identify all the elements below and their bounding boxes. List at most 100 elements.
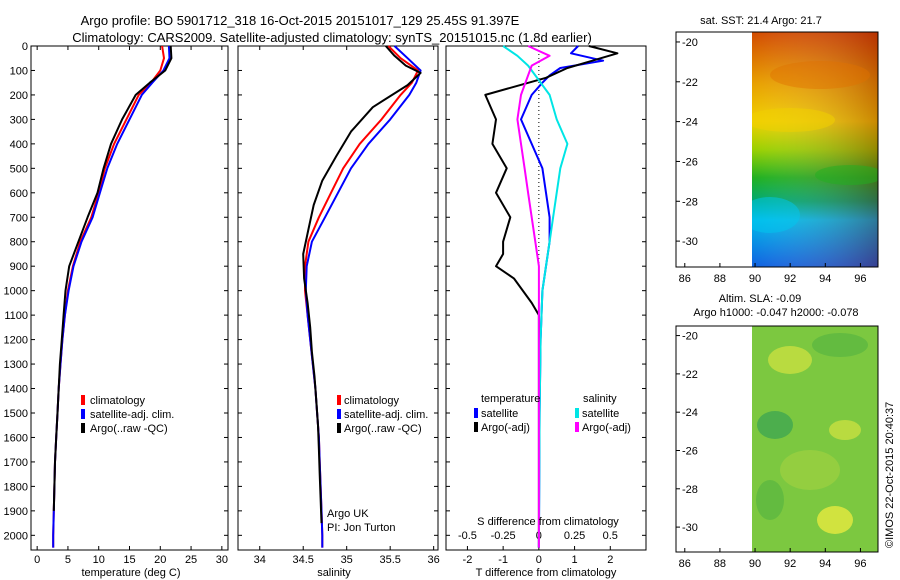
legend-label-argo: Argo(..raw -QC) <box>90 423 168 435</box>
depth-tick-label: 1300 <box>4 359 28 371</box>
series-line <box>502 45 569 548</box>
legend-label-temperature-satellite: satellite <box>481 408 518 420</box>
legend-label-satellite-adj: satellite-adj. clim. <box>90 409 174 421</box>
legend-label-salinity-argo: Argo(-adj) <box>582 422 631 434</box>
latitude-tick-label: -20 <box>682 37 698 49</box>
latitude-tick-label: -30 <box>682 236 698 248</box>
depth-tick-label: 1600 <box>4 432 28 444</box>
longitude-tick-label: 94 <box>819 273 831 285</box>
x-tick-label: 35 <box>341 554 353 566</box>
s-tick-label: -0.25 <box>491 530 516 542</box>
t-tick-label: 1 <box>572 554 578 566</box>
sst-map-axes <box>675 31 879 268</box>
depth-tick-label: 300 <box>10 114 28 126</box>
depth-tick-label: 1000 <box>4 286 28 298</box>
x-tick-label: 36 <box>428 554 440 566</box>
series-line <box>304 45 422 548</box>
legend-label-climatology: climatology <box>90 395 146 407</box>
latitude-tick-label: -26 <box>682 156 698 168</box>
x-tick-label: 30 <box>216 554 228 566</box>
sla-map-axes <box>675 325 879 553</box>
x-tick-label: 34.5 <box>293 554 314 566</box>
t-tick-label: -2 <box>463 554 473 566</box>
depth-tick-label: 200 <box>10 90 28 102</box>
depth-tick-label: 400 <box>10 139 28 151</box>
x-tick-label: 35.5 <box>379 554 400 566</box>
temperature-x-axis-label: temperature (deg C) <box>81 567 180 579</box>
sla-high-patch <box>768 346 812 374</box>
s-tick-label: 0.25 <box>564 530 585 542</box>
depth-tick-label: 1400 <box>4 384 28 396</box>
latitude-tick-label: -30 <box>682 522 698 534</box>
depth-tick-label: 1500 <box>4 408 28 420</box>
sla-low-patch <box>757 411 793 439</box>
legend-marker-argo <box>81 423 85 433</box>
series-line <box>52 45 173 511</box>
depth-tick-label: 1100 <box>4 310 28 322</box>
t-tick-label: 0 <box>536 554 542 566</box>
longitude-tick-label: 90 <box>749 558 761 570</box>
longitude-tick-label: 92 <box>784 273 796 285</box>
salinity-x-axis-label: salinity <box>317 567 351 579</box>
t-tick-label: -1 <box>498 554 508 566</box>
title-line-2: Climatology: CARS2009. Satellite-adjuste… <box>72 30 592 45</box>
legend-heading-temperature: temperature <box>481 393 540 405</box>
latitude-tick-label: -24 <box>682 407 698 419</box>
latitude-tick-label: -22 <box>682 77 698 89</box>
depth-tick-label: 0 <box>22 41 28 53</box>
legend-label-salinity-satellite: satellite <box>582 408 619 420</box>
longitude-tick-label: 88 <box>714 558 726 570</box>
t-tick-label: 2 <box>607 554 613 566</box>
x-tick-label: 25 <box>185 554 197 566</box>
s-tick-label: 0.5 <box>603 530 618 542</box>
difference-axes <box>445 45 647 551</box>
depth-tick-label: 700 <box>10 212 28 224</box>
sla-map-title-line-2: Argo h1000: -0.047 h2000: -0.078 <box>693 307 858 319</box>
legend-marker-salinity-satellite <box>575 408 579 418</box>
legend-marker-temperature-satellite <box>474 408 478 418</box>
sst-warm-patch <box>770 61 870 89</box>
legend-marker-satellite-adj <box>337 409 341 419</box>
longitude-tick-label: 92 <box>784 558 796 570</box>
sla-patch <box>812 333 868 357</box>
depth-tick-label: 600 <box>10 188 28 200</box>
legend-label-climatology: climatology <box>344 395 400 407</box>
depth-tick-label: 500 <box>10 163 28 175</box>
salinity-panel: 34 34.5 35 35.5 36 salinity climatology sate… <box>237 45 440 579</box>
x-tick-label: 34 <box>254 554 266 566</box>
temperature-legend: climatology satellite-adj. clim. Argo(..… <box>81 395 174 435</box>
sst-map-panel: sat. SST: 21.4 Argo: 21.7 86 88 90 92 94 96 -2… <box>675 15 879 285</box>
latitude-tick-label: -22 <box>682 369 698 381</box>
sla-patch <box>756 480 784 520</box>
latitude-tick-label: -28 <box>682 196 698 208</box>
depth-tick-label: 900 <box>10 261 28 273</box>
series-line <box>52 45 165 548</box>
depth-tick-label: 1200 <box>4 335 28 347</box>
argo-pi-label: PI: Jon Turton <box>327 522 395 534</box>
series-line <box>516 45 551 548</box>
legend-marker-satellite-adj <box>81 409 85 419</box>
longitude-tick-label: 96 <box>854 273 866 285</box>
s-tick-label: -0.5 <box>458 530 477 542</box>
sla-high-patch <box>817 506 853 534</box>
x-tick-label: 15 <box>123 554 135 566</box>
difference-panel: -2 -1 0 1 2-0.5 -0.25 0 0.25 0.5 T difference fr… <box>445 45 647 579</box>
sla-map-panel: Altim. SLA: -0.09 Argo h1000: -0.047 h20… <box>675 293 879 570</box>
t-difference-axis-label: T difference from climatology <box>476 567 617 579</box>
latitude-tick-label: -24 <box>682 117 698 129</box>
longitude-tick-label: 88 <box>714 273 726 285</box>
depth-tick-label: 2000 <box>4 530 28 542</box>
legend-marker-climatology <box>81 395 85 405</box>
sst-cool-patch <box>752 197 800 233</box>
legend-marker-temperature-argo <box>474 422 478 432</box>
sla-map-title-line-1: Altim. SLA: -0.09 <box>719 293 802 305</box>
title-line-1: Argo profile: BO 5901712_318 16-Oct-2015… <box>81 13 520 28</box>
x-tick-label: 5 <box>65 554 71 566</box>
legend-marker-salinity-argo <box>575 422 579 432</box>
latitude-tick-label: -26 <box>682 445 698 457</box>
sla-high-patch <box>829 420 861 440</box>
argo-program-label: Argo UK <box>327 508 369 520</box>
s-difference-axis-label: S difference from climatology <box>477 516 619 528</box>
longitude-tick-label: 94 <box>819 558 831 570</box>
legend-heading-salinity: salinity <box>583 393 617 405</box>
